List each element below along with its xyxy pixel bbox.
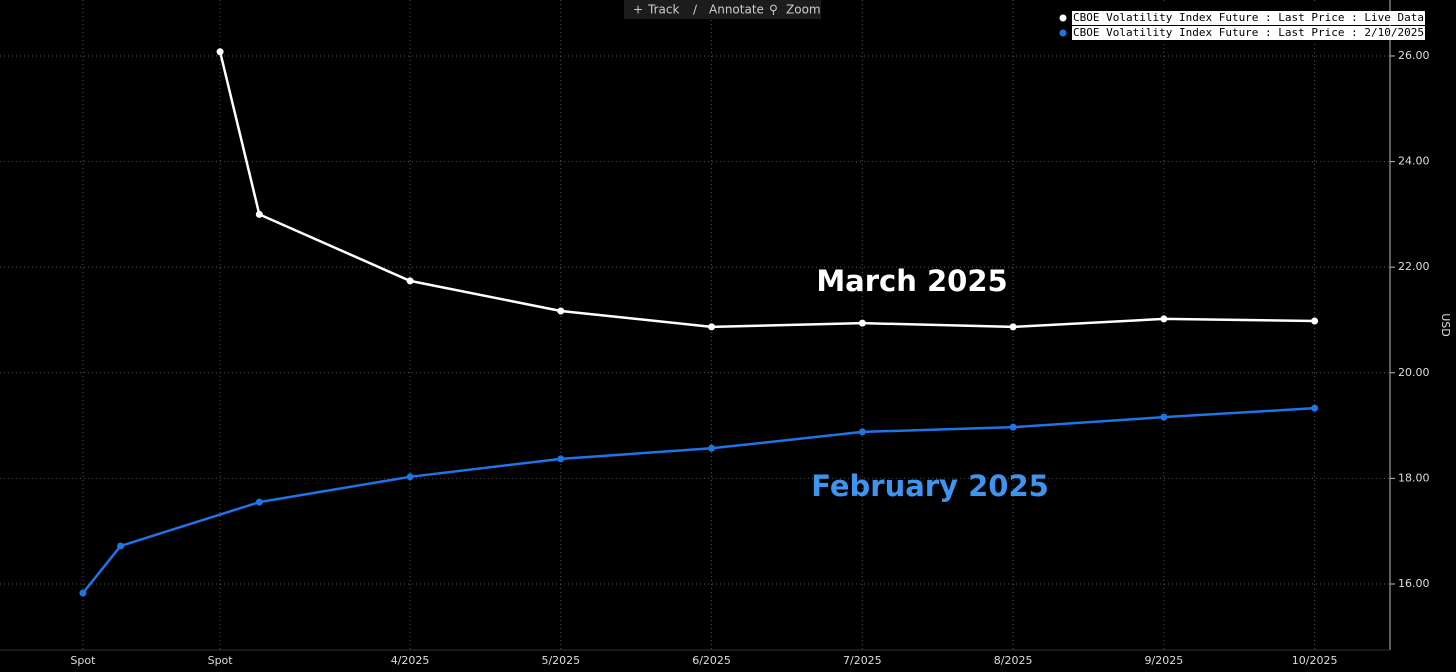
track-button[interactable]: Track	[647, 3, 679, 17]
data-point	[1311, 404, 1319, 412]
x-tick-label: Spot	[208, 654, 234, 667]
data-point	[406, 473, 414, 481]
data-point	[1311, 317, 1319, 325]
data-point	[557, 455, 565, 463]
y-axis-label: USD	[1439, 313, 1452, 337]
legend: CBOE Volatility Index Future : Last Pric…	[1052, 4, 1425, 44]
data-point	[255, 498, 263, 506]
y-tick-label: 22.00	[1398, 260, 1430, 273]
data-point	[708, 444, 716, 452]
y-tick-label: 20.00	[1398, 366, 1430, 379]
legend-label-bg	[1072, 11, 1425, 25]
annotate-button[interactable]: Annotate	[709, 3, 764, 17]
x-tick-label: 10/2025	[1292, 654, 1338, 667]
x-tick-label: 6/2025	[692, 654, 731, 667]
legend-label: CBOE Volatility Index Future : Last Pric…	[1073, 11, 1424, 24]
legend-marker	[1059, 29, 1067, 37]
x-tick-label: 8/2025	[994, 654, 1033, 667]
data-point	[708, 323, 716, 331]
toolbar: + Track ∕ Annotate ⚲ Zoom	[624, 0, 821, 19]
data-point	[858, 319, 866, 327]
series-line	[81, 406, 1315, 594]
annotation: March 2025	[816, 264, 1007, 298]
x-tick-label: 4/2025	[391, 654, 430, 667]
y-tick-label: 24.00	[1398, 155, 1430, 168]
data-point	[255, 210, 263, 218]
data-point	[1009, 323, 1017, 331]
data-point	[858, 428, 866, 436]
data-point	[79, 589, 87, 597]
track-icon: +	[633, 3, 643, 17]
y-tick-label: 26.00	[1398, 49, 1430, 62]
annotate-icon: ∕	[693, 3, 698, 17]
legend-marker	[1059, 14, 1067, 22]
legend-label: CBOE Volatility Index Future : Last Pric…	[1073, 26, 1424, 39]
data-point	[1160, 413, 1168, 421]
data-point	[216, 48, 224, 56]
data-point	[117, 542, 125, 550]
data-point	[1009, 423, 1017, 431]
data-point	[1160, 315, 1168, 323]
x-axis-band	[0, 650, 1390, 672]
toolbar-bg	[624, 0, 821, 19]
y-tick-label: 16.00	[1398, 577, 1430, 590]
zoom-icon: ⚲	[769, 3, 778, 17]
annotation: February 2025	[811, 469, 1049, 503]
x-tick-label: 7/2025	[843, 654, 882, 667]
x-tick-label: Spot	[70, 654, 96, 667]
y-tick-label: 18.00	[1398, 471, 1430, 484]
data-point	[557, 307, 565, 315]
zoom-button[interactable]: Zoom	[786, 3, 821, 17]
x-tick-label: 5/2025	[541, 654, 580, 667]
x-tick-label: 9/2025	[1145, 654, 1184, 667]
data-point	[406, 277, 414, 285]
legend-label-bg	[1072, 26, 1425, 40]
